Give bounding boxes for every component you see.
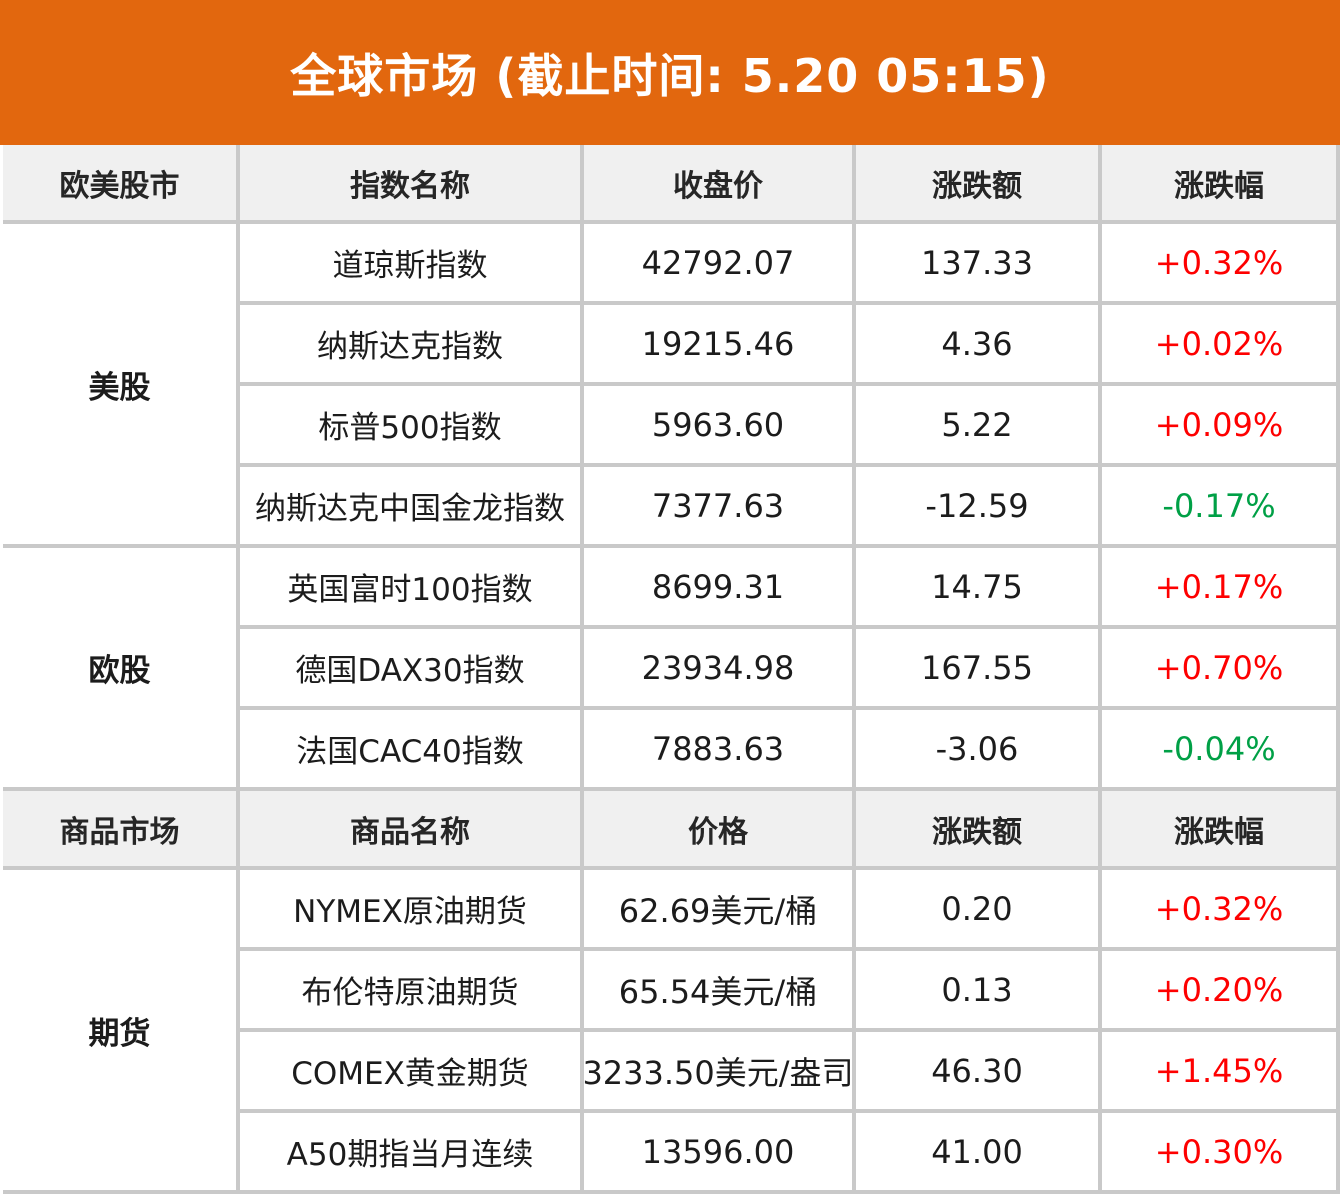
- market-table: 欧美股市 指数名称 收盘价 涨跌额 涨跌幅 美股 道琼斯指数 42792.07 …: [3, 145, 1340, 1194]
- change-cell: 5.22: [856, 386, 1098, 463]
- pct-change-cell: +0.32%: [1102, 870, 1336, 947]
- pct-change-cell: -0.04%: [1102, 710, 1336, 787]
- change-cell: 4.36: [856, 305, 1098, 382]
- table-header-price: 价格: [584, 791, 852, 866]
- commodity-name-cell: 布伦特原油期货: [240, 951, 580, 1028]
- close-price-cell: 42792.07: [584, 224, 852, 301]
- table-header-group-equities: 欧美股市: [3, 145, 236, 220]
- change-cell: -12.59: [856, 467, 1098, 544]
- price-cell: 3233.50美元/盎司: [582, 1032, 854, 1109]
- commodity-name-cell: NYMEX原油期货: [240, 870, 580, 947]
- change-cell: 167.55: [856, 629, 1098, 706]
- close-price-cell: 7377.63: [584, 467, 852, 544]
- group-label-us-stocks: 美股: [3, 224, 236, 544]
- price-cell: 65.54美元/桶: [584, 951, 852, 1028]
- pct-change-cell: +0.17%: [1102, 548, 1336, 625]
- title-banner: 全球市场 (截止时间: 5.20 05:15): [0, 0, 1340, 145]
- commodity-name-cell: COMEX黄金期货: [240, 1032, 580, 1109]
- index-name-cell: 纳斯达克指数: [240, 305, 580, 382]
- change-cell: 14.75: [856, 548, 1098, 625]
- pct-change-cell: +0.30%: [1102, 1113, 1336, 1190]
- change-cell: 46.30: [856, 1032, 1098, 1109]
- change-cell: -3.06: [856, 710, 1098, 787]
- index-name-cell: 法国CAC40指数: [240, 710, 580, 787]
- change-cell: 0.13: [856, 951, 1098, 1028]
- page-title: 全球市场 (截止时间: 5.20 05:15): [290, 48, 1050, 103]
- table-header-close-price: 收盘价: [584, 145, 852, 220]
- table-header-change: 涨跌额: [856, 145, 1098, 220]
- index-name-cell: 德国DAX30指数: [240, 629, 580, 706]
- table-header-change: 涨跌额: [856, 791, 1098, 866]
- pct-change-cell: +0.09%: [1102, 386, 1336, 463]
- index-name-cell: 标普500指数: [240, 386, 580, 463]
- table-header-commodity-name: 商品名称: [240, 791, 580, 866]
- pct-change-cell: +1.45%: [1102, 1032, 1336, 1109]
- pct-change-cell: +0.32%: [1102, 224, 1336, 301]
- index-name-cell: 道琼斯指数: [240, 224, 580, 301]
- group-label-futures: 期货: [3, 870, 236, 1190]
- close-price-cell: 7883.63: [584, 710, 852, 787]
- index-name-cell: 英国富时100指数: [240, 548, 580, 625]
- close-price-cell: 8699.31: [584, 548, 852, 625]
- commodity-name-cell: A50期指当月连续: [240, 1113, 580, 1190]
- index-name-cell: 纳斯达克中国金龙指数: [240, 467, 580, 544]
- table-header-pct-change: 涨跌幅: [1102, 145, 1336, 220]
- change-cell: 137.33: [856, 224, 1098, 301]
- price-cell: 62.69美元/桶: [584, 870, 852, 947]
- pct-change-cell: -0.17%: [1102, 467, 1336, 544]
- close-price-cell: 19215.46: [584, 305, 852, 382]
- table-header-group-commodities: 商品市场: [3, 791, 236, 866]
- group-label-eu-stocks: 欧股: [3, 548, 236, 787]
- close-price-cell: 23934.98: [584, 629, 852, 706]
- table-header-pct-change: 涨跌幅: [1102, 791, 1336, 866]
- change-cell: 41.00: [856, 1113, 1098, 1190]
- pct-change-cell: +0.02%: [1102, 305, 1336, 382]
- pct-change-cell: +0.70%: [1102, 629, 1336, 706]
- price-cell: 13596.00: [584, 1113, 852, 1190]
- change-cell: 0.20: [856, 870, 1098, 947]
- pct-change-cell: +0.20%: [1102, 951, 1336, 1028]
- close-price-cell: 5963.60: [584, 386, 852, 463]
- table-header-index-name: 指数名称: [240, 145, 580, 220]
